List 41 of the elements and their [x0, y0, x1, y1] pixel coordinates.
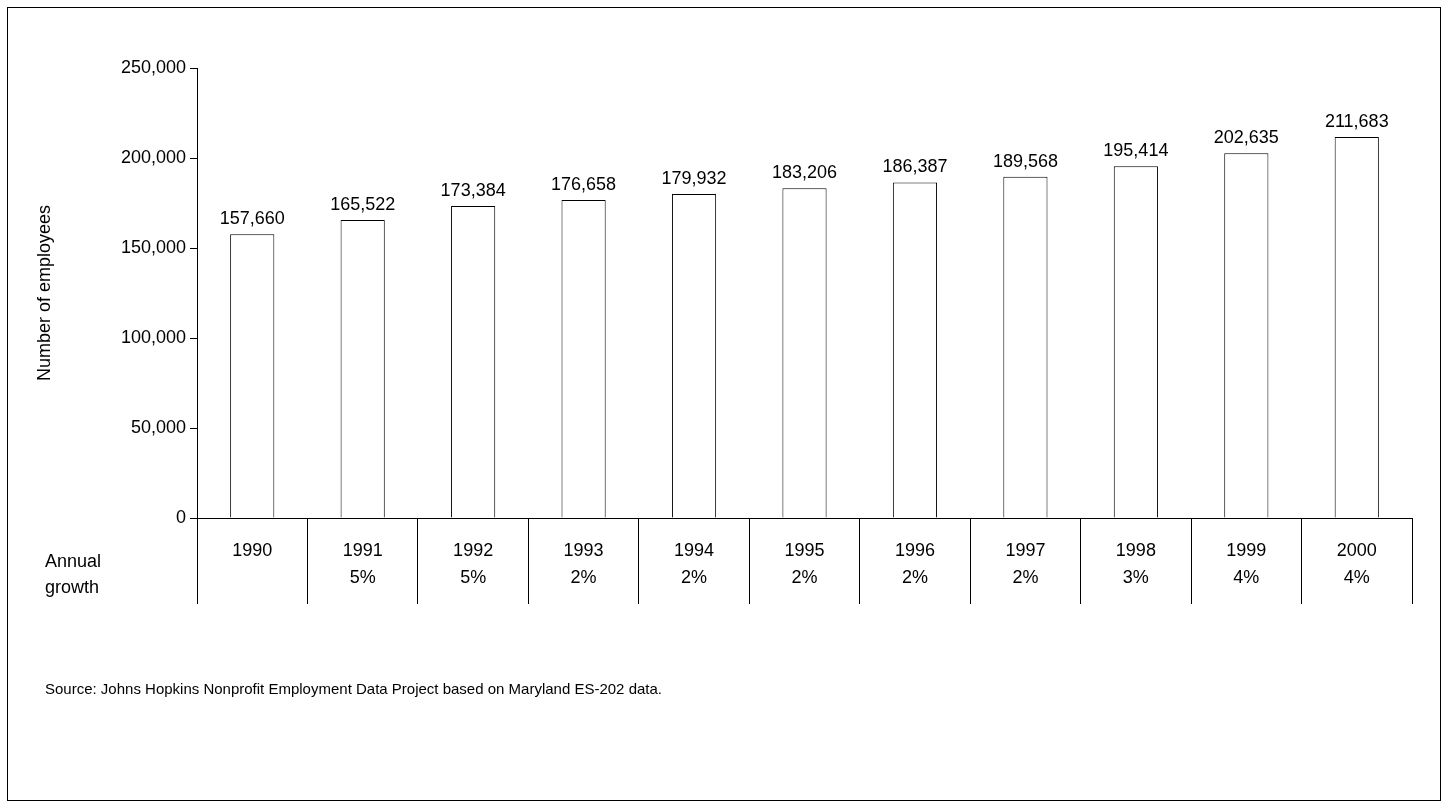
x-tick-label: 2000 [1336, 539, 1377, 560]
y-tick-label: 100,000 [120, 326, 186, 347]
x-tick-label: 1991 [342, 539, 383, 560]
text: Annual growth [45, 550, 102, 597]
x-tick-label: 1995 [784, 539, 825, 560]
x-tick-label: 1998 [1115, 539, 1156, 560]
text: 4% [1233, 566, 1260, 587]
data-label: 186,387 [882, 156, 948, 177]
x-tick-label: 1990 [232, 539, 273, 560]
y-tick-label: 50,000 [130, 416, 186, 437]
text: 5% [460, 566, 487, 587]
x-tick-label: 1992 [453, 539, 494, 560]
x-tick-label: 1993 [563, 539, 604, 560]
data-label: 179,932 [661, 168, 727, 189]
y-tick-label: 250,000 [120, 56, 186, 77]
text: 2% [791, 566, 818, 587]
data-label: 189,568 [992, 150, 1058, 171]
data-label: 173,384 [440, 179, 506, 200]
text: 2% [681, 566, 708, 587]
text: 2% [1012, 566, 1039, 587]
y-tick-label: 200,000 [120, 146, 186, 167]
data-label: 195,414 [1103, 140, 1169, 161]
data-label: 165,522 [330, 194, 396, 215]
text: 3% [1122, 566, 1149, 587]
data-label: 202,635 [1213, 127, 1279, 148]
data-label: 211,683 [1324, 110, 1389, 131]
text: 5% [349, 566, 376, 587]
x-tick-label: 1994 [674, 539, 715, 560]
y-tick-label: 0 [175, 506, 186, 527]
data-label: 176,658 [551, 173, 617, 194]
data-label: 183,206 [771, 162, 838, 183]
x-tick-label: 1999 [1226, 539, 1267, 560]
x-tick-label: 1997 [1005, 539, 1046, 560]
text: 2% [901, 566, 928, 587]
text: 2% [570, 566, 597, 587]
text: 4% [1343, 566, 1370, 587]
data-label: 157,660 [219, 208, 285, 229]
x-tick-label: 1996 [894, 539, 935, 560]
y-axis-title: Number of employees [33, 204, 54, 382]
y-tick-label: 150,000 [120, 236, 186, 257]
source-note: Source: Johns Hopkins Nonprofit Employment Data Project based on Maryland ES-202 data. [45, 680, 662, 698]
